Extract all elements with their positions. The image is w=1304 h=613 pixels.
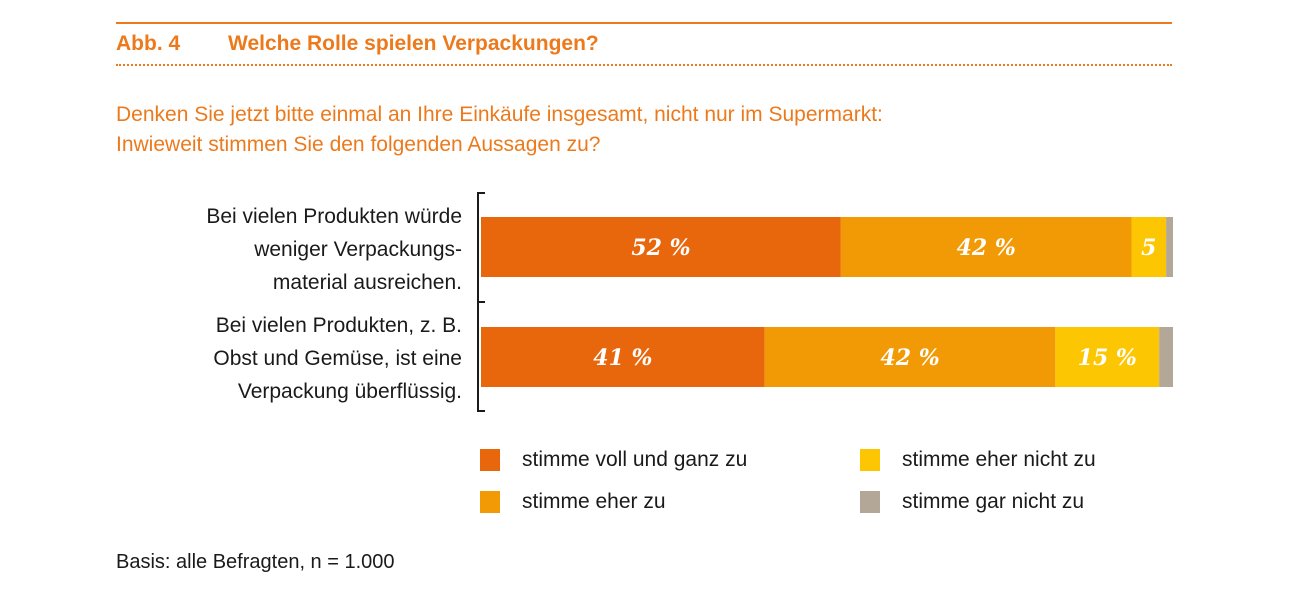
bar-value-label: 41 % <box>593 345 652 371</box>
bar-segment-2-2 <box>764 327 1056 387</box>
category-label-line: material ausreichen. <box>272 271 462 294</box>
category-label-line: Verpackung überflüssig. <box>237 380 462 403</box>
legend-swatch <box>860 491 880 513</box>
category-label-1: Bei vielen Produkten würde weniger Verpa… <box>206 200 462 299</box>
survey-question: Denken Sie jetzt bitte einmal an Ihre Ei… <box>116 100 883 160</box>
legend-swatch <box>480 449 500 471</box>
legend-swatch <box>860 449 880 471</box>
legend-item-voll-und-ganz: stimme voll und ganz zu <box>480 448 747 472</box>
figure-title: Abb. 4 Welche Rolle spielen Verpackungen? <box>116 32 599 56</box>
question-line-2: Inwieweit stimmen Sie den folgenden Auss… <box>116 133 601 156</box>
legend-item-gar-nicht: stimme gar nicht zu <box>860 490 1084 514</box>
bar-segment-2-1 <box>481 327 765 387</box>
figure-number: Abb. 4 <box>116 32 181 55</box>
bar-segment-2-3 <box>1055 327 1160 387</box>
legend-label: stimme eher nicht zu <box>902 448 1096 471</box>
bar-segment-1-4 <box>1166 217 1173 277</box>
category-label-line: Obst und Gemüse, ist eine <box>213 347 462 370</box>
bar-value-label: 15 % <box>1078 345 1137 371</box>
bar-segment-2-4 <box>1159 327 1173 387</box>
bar-segment-1-3 <box>1131 217 1167 277</box>
question-line-1: Denken Sie jetzt bitte einmal an Ihre Ei… <box>116 103 883 126</box>
top-rule <box>116 22 1172 24</box>
axis-tick <box>477 410 485 412</box>
legend-item-eher-nicht: stimme eher nicht zu <box>860 448 1096 472</box>
bar-value-label: 52 % <box>631 235 690 261</box>
basis-note: Basis: alle Befragten, n = 1.000 <box>116 551 395 573</box>
category-label-line: Bei vielen Produkten, z. B. <box>215 314 462 337</box>
category-label-line: Bei vielen Produkten würde <box>206 205 462 228</box>
figure-title-text: Welche Rolle spielen Verpackungen? <box>228 32 599 55</box>
bar-value-label: 42 % <box>880 345 939 371</box>
axis-tick <box>477 192 485 194</box>
bar-segment-1-2 <box>840 217 1132 277</box>
bar-value-label: 5 <box>1141 235 1156 261</box>
legend-label: stimme voll und ganz zu <box>522 448 748 471</box>
bar-value-label: 42 % <box>957 235 1016 261</box>
legend-swatch <box>480 491 500 513</box>
dotted-rule <box>116 64 1172 66</box>
bar-segment-1-1 <box>481 217 841 277</box>
category-label-line: weniger Verpackungs- <box>254 238 462 261</box>
legend-label: stimme eher zu <box>522 490 666 513</box>
legend-item-eher-zu: stimme eher zu <box>480 490 666 514</box>
legend-label: stimme gar nicht zu <box>902 490 1085 513</box>
axis-tick <box>477 301 485 303</box>
category-label-2: Bei vielen Produkten, z. B. Obst und Gem… <box>213 309 462 408</box>
